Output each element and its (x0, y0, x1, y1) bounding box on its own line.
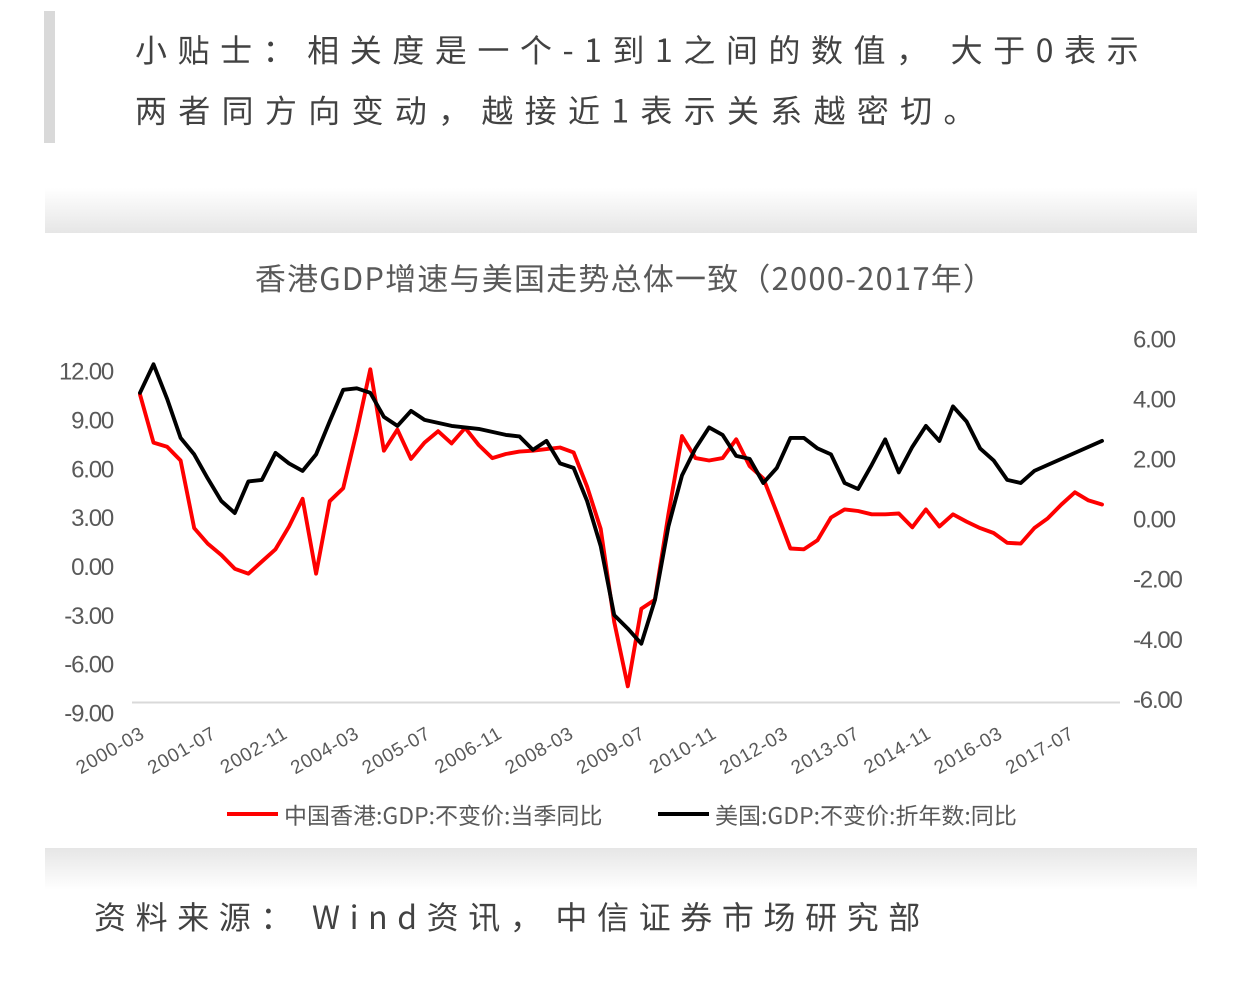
svg-text:-2.00: -2.00 (1133, 567, 1183, 594)
svg-text:0.00: 0.00 (1133, 507, 1176, 534)
svg-text:4.00: 4.00 (1133, 386, 1176, 413)
svg-text:0.00: 0.00 (71, 554, 114, 581)
svg-text:-3.00: -3.00 (64, 603, 114, 630)
svg-text:-6.00: -6.00 (1133, 687, 1183, 714)
svg-text:9.00: 9.00 (71, 407, 114, 434)
svg-text:-4.00: -4.00 (1133, 627, 1183, 654)
svg-text:12.00: 12.00 (59, 359, 114, 386)
svg-text:-9.00: -9.00 (64, 701, 114, 728)
svg-text:2.00: 2.00 (1133, 447, 1176, 474)
svg-text:6.00: 6.00 (71, 456, 114, 483)
svg-text:3.00: 3.00 (71, 505, 114, 532)
svg-text:6.00: 6.00 (1133, 326, 1176, 353)
svg-text:-6.00: -6.00 (64, 652, 114, 679)
